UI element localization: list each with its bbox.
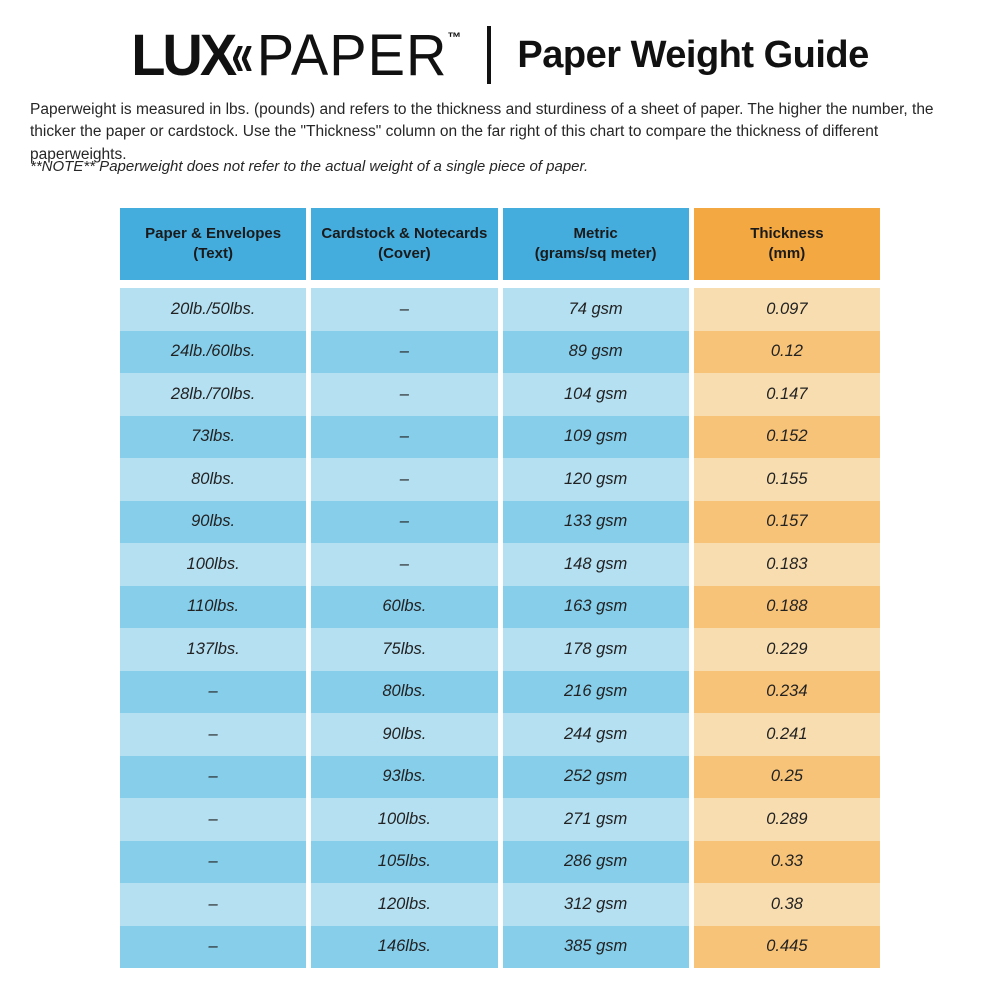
table-cell: 385 gsm — [502, 925, 689, 968]
lux-chevrons-icon: « — [231, 18, 254, 90]
table-cell: 60lbs. — [311, 585, 498, 628]
table-cell: 0.234 — [693, 670, 880, 713]
table-cell: 24lb./60lbs. — [120, 330, 307, 373]
table-cell: – — [120, 925, 307, 968]
table-cell: 0.12 — [693, 330, 880, 373]
table-cell: – — [311, 373, 498, 416]
table-cell: 105lbs. — [311, 840, 498, 883]
table-cell: 163 gsm — [502, 585, 689, 628]
brand-header: LUX « PAPER ™ Paper Weight Guide — [0, 18, 1000, 92]
page-title: Paper Weight Guide — [517, 33, 869, 76]
trademark-symbol: ™ — [447, 29, 462, 45]
column-header: Cardstock & Notecards (Cover) — [311, 208, 498, 280]
table-header-row: Paper & Envelopes (Text) Cardstock & Note… — [120, 208, 880, 280]
lux-paper-logo: LUX « PAPER ™ — [131, 21, 462, 88]
table-cell: 252 gsm — [502, 755, 689, 798]
table-cell: – — [311, 500, 498, 543]
table-cell: 74 gsm — [502, 288, 689, 331]
table-cell: 20lb./50lbs. — [120, 288, 307, 331]
table-cell: 0.097 — [693, 288, 880, 331]
table-cell: 73lbs. — [120, 415, 307, 458]
table-cell: – — [311, 415, 498, 458]
table-cell: – — [120, 755, 307, 798]
table-cell: – — [311, 288, 498, 331]
table-cell: 137lbs. — [120, 628, 307, 671]
table-cell: 0.152 — [693, 415, 880, 458]
table-cell: 0.147 — [693, 373, 880, 416]
table-cell: 148 gsm — [502, 543, 689, 586]
table-cell: 0.241 — [693, 713, 880, 756]
table-body: 20lb./50lbs. –74 gsm 0.097 24lb./60lbs. –89 … — [120, 288, 880, 968]
table-cell: – — [120, 670, 307, 713]
table-cell: – — [311, 458, 498, 501]
table-cell: 120 gsm — [502, 458, 689, 501]
table-cell: 80lbs. — [120, 458, 307, 501]
table-cell: 75lbs. — [311, 628, 498, 671]
table-cell: 216 gsm — [502, 670, 689, 713]
logo-lux-text: LUX — [131, 21, 237, 88]
table-cell: 90lbs. — [120, 500, 307, 543]
table-cell: 80lbs. — [311, 670, 498, 713]
table-cell: – — [120, 840, 307, 883]
table-cell: 100lbs. — [311, 798, 498, 841]
intro-paragraph: Paperweight is measured in lbs. (pounds)… — [30, 101, 934, 163]
header-divider — [487, 26, 492, 84]
table-cell: 133 gsm — [502, 500, 689, 543]
table-cell: 286 gsm — [502, 840, 689, 883]
table-cell: 0.25 — [693, 755, 880, 798]
table-cell: 89 gsm — [502, 330, 689, 373]
column-header: Metric (grams/sq meter) — [502, 208, 689, 280]
table-cell: 109 gsm — [502, 415, 689, 458]
table-cell: 0.188 — [693, 585, 880, 628]
logo-paper-text: PAPER — [256, 21, 448, 88]
table-cell: 0.157 — [693, 500, 880, 543]
column-header: Paper & Envelopes (Text) — [120, 208, 307, 280]
table-cell: 146lbs. — [311, 925, 498, 968]
table-cell: 110lbs. — [120, 585, 307, 628]
table-cell: 0.229 — [693, 628, 880, 671]
table-cell: – — [120, 883, 307, 926]
table-cell: 0.289 — [693, 798, 880, 841]
table-cell: 244 gsm — [502, 713, 689, 756]
table-cell: 271 gsm — [502, 798, 689, 841]
table-cell: – — [311, 543, 498, 586]
note-text: **NOTE** Paperweight does not refer to t… — [30, 158, 589, 175]
table-cell: 312 gsm — [502, 883, 689, 926]
table-cell: 0.33 — [693, 840, 880, 883]
table-cell: 0.445 — [693, 925, 880, 968]
column-header: Thickness (mm) — [693, 208, 880, 280]
table-cell: 0.155 — [693, 458, 880, 501]
table-cell: 178 gsm — [502, 628, 689, 671]
table-cell: 120lbs. — [311, 883, 498, 926]
table-cell: – — [120, 798, 307, 841]
table-cell: – — [311, 330, 498, 373]
table-cell: 0.183 — [693, 543, 880, 586]
table-cell: 104 gsm — [502, 373, 689, 416]
table-cell: 93lbs. — [311, 755, 498, 798]
table-cell: 100lbs. — [120, 543, 307, 586]
table-cell: 90lbs. — [311, 713, 498, 756]
table-cell: – — [120, 713, 307, 756]
table-cell: 0.38 — [693, 883, 880, 926]
table-cell: 28lb./70lbs. — [120, 373, 307, 416]
